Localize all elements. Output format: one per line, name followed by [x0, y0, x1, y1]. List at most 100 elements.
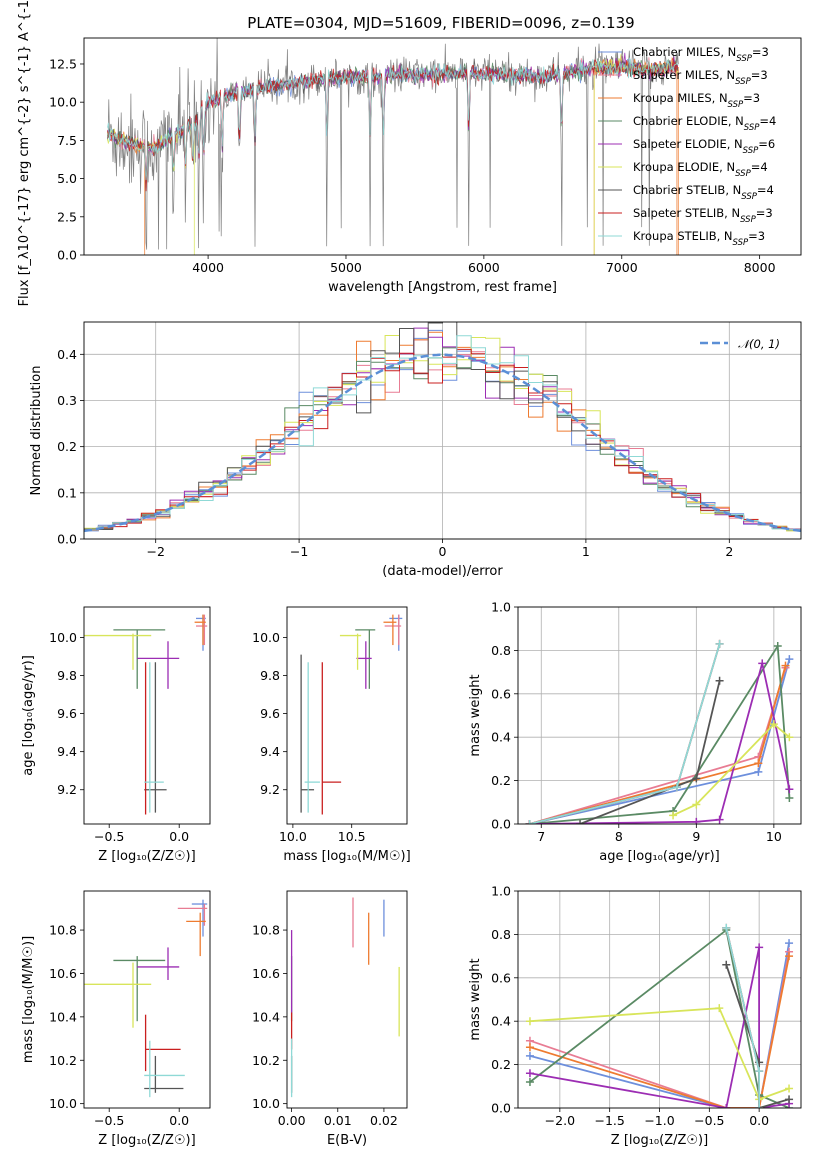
- weight-vs-Z-marker-kroupa-stelib: [755, 1067, 764, 1076]
- weight-vs-Z-marker-kroupa-elodie: [715, 1004, 724, 1013]
- weight-vs-age-xtick-label: 9: [692, 829, 700, 844]
- age-vs-Z-point-salpeter-elodie: [137, 641, 180, 689]
- weight-vs-Z-axes: −2.0 −1.5 −1.0 −0.5 0.0 0.0 0.2 0.4 0.6 0.8 1.0 Z […: [468, 884, 802, 1148]
- mass-vs-ebv-panel: 0.00 0.01 0.02 10.0 10.2 10.4 10.6 10.8 E(B-V): [252, 890, 408, 1148]
- age-vs-mass-xtick-label: 10.5: [338, 829, 366, 844]
- spectrum-ytick-label: 10.0: [49, 95, 77, 110]
- weight-vs-age-plot-area: [525, 639, 794, 824]
- weight-vs-age-marker-kroupa-stelib: [525, 820, 534, 824]
- mass-vs-Z-xtick-label: −0.5: [94, 1113, 124, 1128]
- age-vs-Z-xtick-label: 0.0: [169, 829, 189, 844]
- weight-vs-Z-ytick-label: 0.4: [491, 1014, 511, 1029]
- legend-label-chabrier-elodie: Chabrier ELODIE, NSSP=4: [633, 114, 776, 133]
- mass-vs-Z-point-salpeter-elodie: [137, 947, 180, 980]
- weight-vs-Z-marker-kroupa-elodie: [525, 1017, 534, 1026]
- spectrum-ylabel: Flux [f_λ10^{-17} erg cm^{-2} s^{-1} A^{…: [17, 0, 32, 306]
- weight-vs-Z-marker-salpeter-elodie: [525, 1069, 534, 1078]
- weight-vs-age-marker-salpeter-elodie: [692, 817, 701, 824]
- weight-vs-Z-marker-chabrier-elodie: [525, 1077, 534, 1086]
- legend-label-chabrier-miles: Chabrier MILES, NSSP=3: [633, 45, 769, 64]
- age-vs-mass-frame: [286, 606, 408, 825]
- weight-vs-Z-marker-salpeter-elodie: [755, 943, 764, 952]
- legend-label-gaussian: 𝒩(0, 1): [738, 337, 780, 351]
- age-vs-Z-xlabel: Z [log₁₀(Z/Z☉)]: [98, 849, 195, 864]
- weight-vs-age-panel: 7 8 9 10 0.0 0.2 0.4 0.6 0.8 1.0 age [log₁₀(age/yr…: [468, 600, 802, 864]
- weight-vs-age-frame: [517, 606, 802, 825]
- weight-vs-age-ytick-label: 0.0: [491, 817, 511, 832]
- mass-vs-Z-xlabel: Z [log₁₀(Z/Z☉)]: [98, 1133, 195, 1148]
- age-vs-mass-point-kroupa-elodie: [339, 633, 362, 670]
- mass-vs-ebv-ytick-label: 10.8: [252, 923, 280, 938]
- age-vs-Z-ytick-label: 9.8: [57, 668, 77, 683]
- age-vs-Z-point-kroupa-elodie: [84, 633, 152, 670]
- mass-vs-Z-axes: −0.5 0.0 10.0 10.2 10.4 10.6 10.8 Z [log₁₀(Z/Z☉…: [21, 890, 211, 1148]
- weight-vs-age-line-kroupa-elodie: [672, 722, 790, 817]
- residuals-ytick-label: 0.4: [57, 347, 77, 362]
- weight-vs-age-marker-chabrier-miles: [754, 767, 763, 776]
- age-vs-mass-ytick-label: 9.6: [260, 706, 280, 721]
- gaussian-curve: [84, 353, 801, 533]
- weight-vs-Z-xtick-label: −1.5: [594, 1113, 624, 1128]
- residuals-ylabel: Normed distribution: [29, 366, 44, 496]
- mass-vs-ebv-xtick-label: 0.00: [278, 1113, 306, 1128]
- mass-vs-Z-point-chabrier-stelib: [144, 1055, 184, 1093]
- weight-vs-age-marker-chabrier-stelib: [715, 676, 724, 685]
- mass-vs-Z-point-kroupa-stelib: [144, 1040, 185, 1098]
- legend-label-kroupa-miles: Kroupa MILES, NSSP=3: [633, 91, 760, 110]
- age-vs-Z-frame: [83, 606, 211, 825]
- age-vs-mass-point-salpeter-stelib: [321, 662, 342, 815]
- weight-vs-age-marker-salpeter-elodie: [715, 815, 724, 824]
- residuals-axes: −2 −1 0 1 2 0.0 0.1 0.2 0.3 0.4 (data-model)/error…: [29, 321, 802, 579]
- weight-vs-age-marker-chabrier-elodie: [785, 793, 794, 802]
- weight-vs-age-marker-kroupa-stelib: [715, 639, 724, 648]
- spectrum-ytick-label: 12.5: [49, 56, 77, 71]
- mass-vs-ebv-xtick-label: 0.01: [324, 1113, 352, 1128]
- weight-vs-Z-xtick-label: −0.5: [694, 1113, 724, 1128]
- residuals-panel: −2 −1 0 1 2 0.0 0.1 0.2 0.3 0.4 (data-model)/error…: [29, 321, 802, 579]
- age-vs-Z-point-chabrier-stelib: [144, 662, 167, 813]
- residuals-ytick-label: 0.2: [57, 439, 77, 454]
- age-vs-Z-point-salpeter-miles: [196, 614, 208, 646]
- figure-title: PLATE=0304, MJD=51609, FIBERID=0096, z=0…: [247, 14, 634, 32]
- mass-vs-Z-frame: [83, 890, 211, 1109]
- residuals-ytick-label: 0.0: [57, 532, 77, 547]
- mass-vs-ebv-axes: 0.00 0.01 0.02 10.0 10.2 10.4 10.6 10.8 E(B-V): [252, 890, 408, 1148]
- age-vs-mass-point-kroupa-miles: [383, 614, 397, 646]
- legend-label-salpeter-miles: Salpeter MILES, NSSP=3: [633, 68, 768, 87]
- spectrum-xlabel: wavelength [Angstrom, rest frame]: [328, 280, 557, 295]
- spectrum-panel: 4000 5000 6000 7000 8000 0.0 2.5 5.0 7.5 10.0 12.5…: [17, 0, 802, 306]
- spectrum-xtick-label: 4000: [192, 260, 224, 275]
- age-vs-mass-ytick-label: 9.4: [260, 744, 280, 759]
- spectrum-xtick-label: 6000: [468, 260, 500, 275]
- spectrum-ytick-label: 5.0: [57, 171, 77, 186]
- weight-vs-age-xtick-label: 8: [615, 829, 623, 844]
- residuals-ytick-label: 0.1: [57, 485, 77, 500]
- weight-vs-age-marker-chabrier-elodie: [773, 642, 782, 651]
- weight-vs-Z-xtick-label: 0.0: [749, 1113, 769, 1128]
- weight-vs-age-marker-kroupa-elodie: [785, 733, 794, 742]
- mass-vs-Z-plot-area: [84, 899, 208, 1098]
- weight-vs-age-axes: 7 8 9 10 0.0 0.2 0.4 0.6 0.8 1.0 age [log₁₀(age/yr…: [468, 600, 802, 864]
- mass-vs-Z-xtick-label: 0.0: [169, 1113, 189, 1128]
- weight-vs-age-marker-kroupa-miles: [781, 661, 790, 670]
- spectrum-axes: 4000 5000 6000 7000 8000 0.0 2.5 5.0 7.5 10.0 12.5…: [17, 0, 802, 306]
- age-vs-Z-plot-area: [84, 614, 208, 815]
- age-vs-mass-axes: 10.0 10.5 9.2 9.4 9.6 9.8 10.0 mass [log₁₀(M/M☉…: [252, 606, 411, 864]
- mass-vs-Z-point-salpeter-stelib: [144, 1014, 181, 1072]
- weight-vs-Z-marker-chabrier-miles: [525, 1051, 534, 1060]
- legend-label-chabrier-stelib: Chabrier STELIB, NSSP=4: [633, 183, 774, 202]
- weight-vs-Z-xlabel: Z [log₁₀(Z/Z☉)]: [611, 1133, 708, 1148]
- age-vs-mass-point-kroupa-stelib: [304, 662, 320, 813]
- age-vs-Z-point-kroupa-miles: [194, 614, 206, 646]
- weight-vs-age-marker-chabrier-miles: [785, 655, 794, 664]
- weight-vs-age-marker-kroupa-stelib: [672, 783, 681, 792]
- age-vs-mass-xtick-label: 10.0: [279, 829, 307, 844]
- mass-vs-Z-ytick-label: 10.4: [49, 1009, 77, 1024]
- weight-vs-age-xtick-label: 10: [766, 829, 782, 844]
- age-vs-mass-xlabel: mass [log₁₀(M/M☉)]: [283, 849, 410, 864]
- spectrum-xtick-label: 7000: [606, 260, 638, 275]
- residuals-ytick-label: 0.3: [57, 393, 77, 408]
- weight-vs-age-ytick-label: 0.8: [491, 643, 511, 658]
- residuals-legend: 𝒩(0, 1): [700, 337, 780, 351]
